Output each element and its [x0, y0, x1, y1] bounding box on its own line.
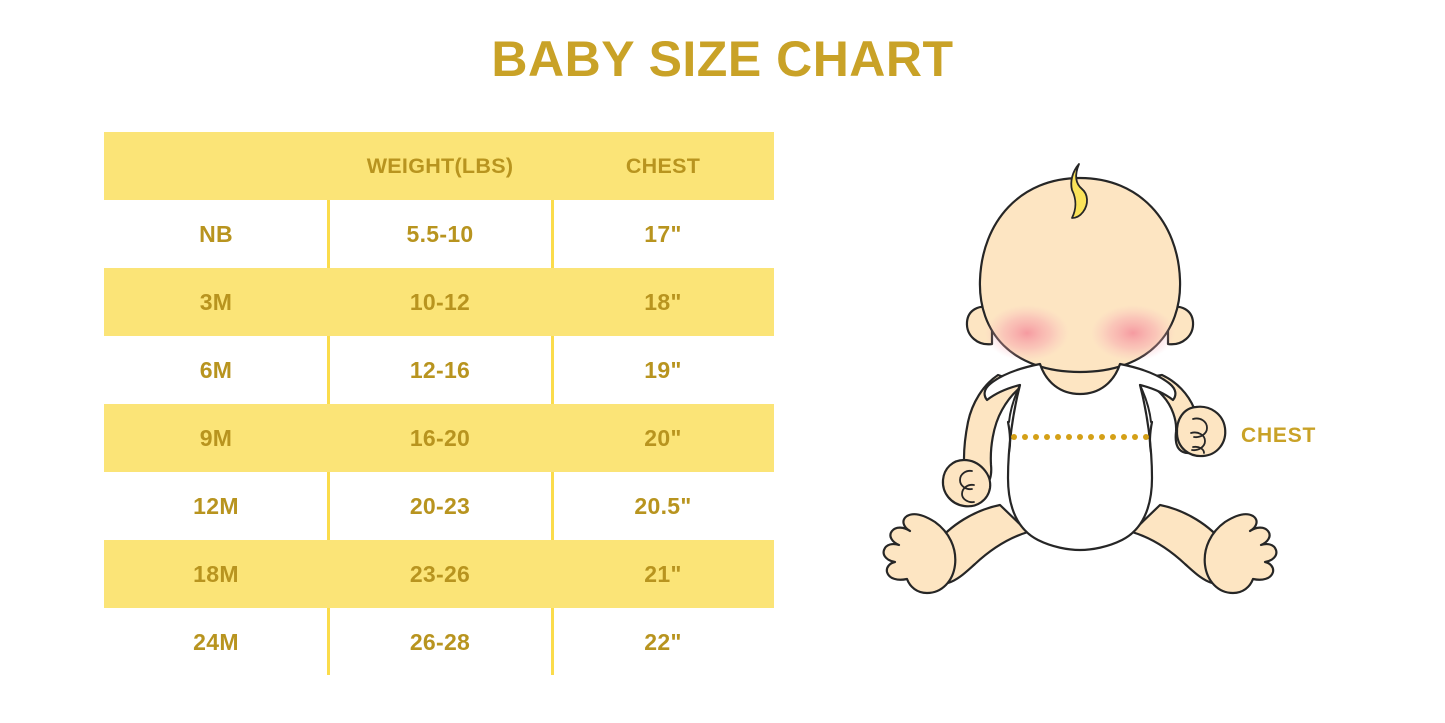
baby-right-arm: [1135, 373, 1227, 458]
cell-chest: 18": [644, 288, 682, 315]
cell-size: 9M: [199, 424, 233, 451]
table-row: 3M 10-12 18": [104, 268, 774, 336]
table-row: 24M 26-28 22": [104, 608, 774, 676]
cell-chest: 22": [644, 628, 682, 655]
column-divider-2: [551, 132, 554, 675]
baby-left-arm: [941, 373, 1027, 508]
chest-label: CHEST: [1241, 424, 1317, 447]
cell-size: 3M: [199, 288, 233, 315]
baby-onesie: [983, 362, 1177, 552]
header-cell-chest: CHEST: [625, 153, 701, 178]
cell-weight: 10-12: [409, 288, 471, 315]
page-title: BABY SIZE CHART: [491, 31, 954, 87]
cell-weight: 26-28: [409, 628, 471, 655]
right-sleeve-hem: [1148, 420, 1154, 454]
header-cell-weight: WEIGHT(LBS): [366, 153, 514, 178]
table-row: 18M 23-26 21": [104, 540, 774, 608]
baby-illustration: [880, 160, 1280, 600]
cell-size: 6M: [199, 356, 233, 383]
baby-left-blush: [985, 305, 1069, 361]
cell-size: NB: [199, 220, 233, 247]
baby-right-foot: [1203, 513, 1278, 595]
cell-size: 12M: [193, 492, 239, 519]
cell-chest: 21": [644, 560, 682, 587]
cell-weight: 23-26: [409, 560, 471, 587]
left-sleeve-hem: [1006, 420, 1012, 454]
table-row: 6M 12-16 19": [104, 336, 774, 404]
baby-hair-curl: [1070, 163, 1088, 219]
column-divider-1: [327, 132, 330, 675]
cell-chest: 20.5": [634, 492, 692, 519]
cell-size: 24M: [193, 628, 239, 655]
size-chart-table: WEIGHT(LBS) CHEST NB 5.5-10 17" 3M 10-12…: [104, 132, 774, 676]
cell-chest: 17": [644, 220, 682, 247]
table-header-row: WEIGHT(LBS) CHEST: [104, 132, 774, 200]
baby-right-blush: [1091, 305, 1175, 361]
baby-left-foot: [882, 513, 957, 595]
cell-weight: 20-23: [409, 492, 471, 519]
cell-weight: 12-16: [409, 356, 471, 383]
cell-weight: 5.5-10: [406, 220, 474, 247]
cell-chest: 19": [644, 356, 682, 383]
cell-size: 18M: [193, 560, 239, 587]
cell-weight: 16-20: [409, 424, 471, 451]
table-row: 9M 16-20 20": [104, 404, 774, 472]
table-row: 12M 20-23 20.5": [104, 472, 774, 540]
chest-measure-line: [1011, 434, 1149, 440]
cell-chest: 20": [644, 424, 682, 451]
table-row: NB 5.5-10 17": [104, 200, 774, 268]
